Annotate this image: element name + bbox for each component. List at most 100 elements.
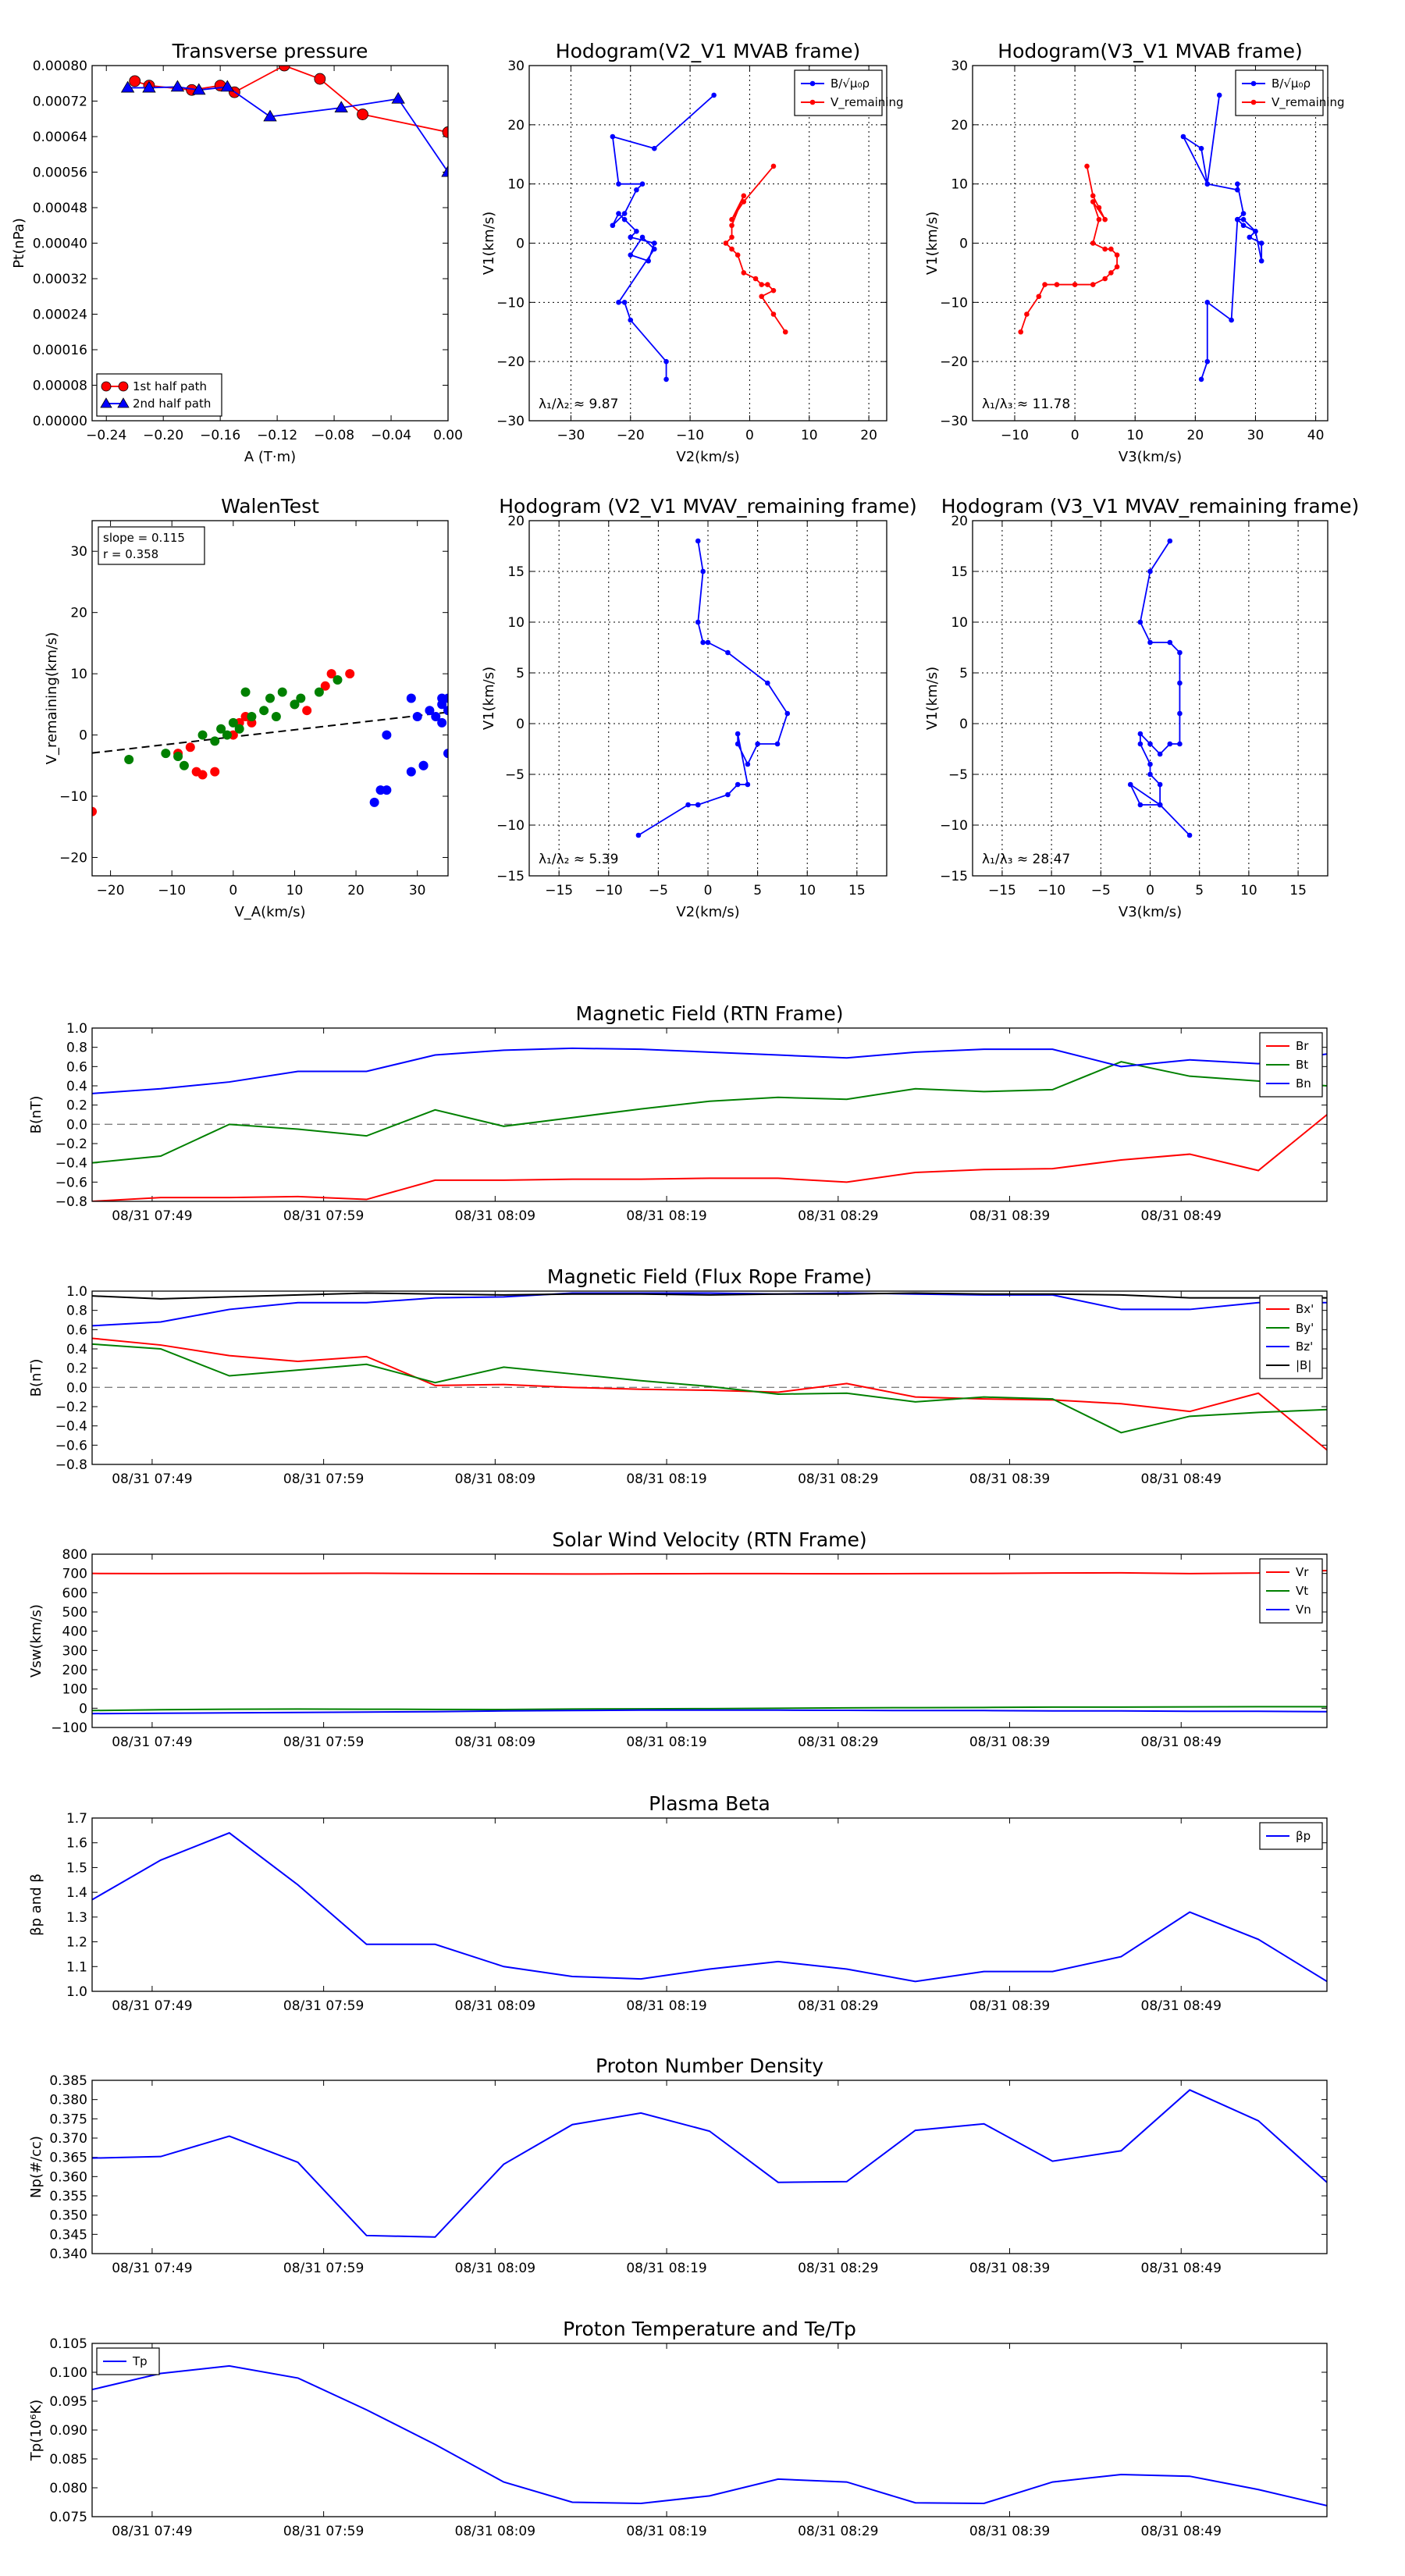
data-point <box>192 83 206 95</box>
plot-area <box>92 669 448 817</box>
data-point <box>277 687 287 697</box>
data-point <box>705 639 711 646</box>
chart-mag_rtn: Magnetic Field (RTN Frame) −0.8 −0.6 −0.4 −0… <box>28 1002 1328 1224</box>
data-point <box>228 717 238 728</box>
plot-area <box>92 1047 1327 1201</box>
y-tick-label: 1.3 <box>66 1910 87 1926</box>
data-point <box>1147 741 1153 747</box>
data-point <box>1247 234 1253 240</box>
data-point <box>197 770 208 780</box>
chart-hodo_v3_mvav: Hodogram (V3_V1 MVAV_remaining frame) −15… <box>924 495 1359 920</box>
data-point <box>443 749 448 759</box>
data-point <box>406 767 416 777</box>
data-point <box>120 80 135 93</box>
series-line-1 <box>724 165 786 333</box>
chart-hodo_v3_mvab: Hodogram(V3_V1 MVAB frame) −30 −20 −10 0 10 20… <box>924 40 1345 465</box>
y-tick-label: 500 <box>62 1605 87 1621</box>
x-tick-label: −0.20 <box>143 428 183 443</box>
legend-label: Vr <box>1296 1565 1309 1579</box>
chart-hodo_v2_mvav: Hodogram (V2_V1 MVAV_remaining frame) −15… <box>481 495 917 920</box>
data-point <box>290 699 300 710</box>
y-axis-label: B(nT) <box>28 1359 44 1397</box>
chart-title: Transverse pressure <box>172 40 368 62</box>
y-axis-label: V1(km/s) <box>924 667 941 730</box>
data-point <box>1137 731 1144 737</box>
y-tick-label: −100 <box>51 1720 87 1736</box>
data-point <box>369 797 379 807</box>
data-point <box>1090 282 1096 287</box>
chart-walen: WalenTest −20 −10 0 10 20 30 −20 −10 0 10 20 30 V_A(k… <box>44 495 449 920</box>
data-point <box>222 730 232 740</box>
y-tick-label: 0 <box>959 237 968 252</box>
data-point <box>437 717 447 728</box>
data-point <box>220 80 234 92</box>
x-tick-label: −10 <box>158 883 186 898</box>
data-point <box>639 181 646 187</box>
data-point <box>635 832 642 838</box>
y-tick-label: 0.350 <box>49 2208 87 2224</box>
series-line-2 <box>92 1709 1327 1715</box>
x-tick-label: 08/31 08:39 <box>969 2261 1050 2276</box>
chart-title: Hodogram (V2_V1 MVAV_remaining frame) <box>499 495 917 518</box>
data-point <box>700 639 706 646</box>
data-point <box>326 669 336 679</box>
data-point <box>782 329 788 335</box>
data-point <box>124 754 134 764</box>
axes-frame <box>91 2080 1328 2254</box>
data-point <box>634 187 639 193</box>
data-point <box>425 706 435 716</box>
x-tick-label: 08/31 08:39 <box>969 1471 1050 1487</box>
plot-area <box>120 66 448 177</box>
y-tick-label: 0.095 <box>49 2394 87 2410</box>
y-tick-label: 0.360 <box>49 2169 87 2185</box>
legend-label: By' <box>1296 1321 1314 1335</box>
axes-frame <box>91 2343 1328 2517</box>
legend-label: Bt <box>1296 1058 1308 1072</box>
plot-area <box>92 2089 1327 2238</box>
data-point <box>179 760 189 770</box>
legend-label: V_remaining <box>1272 95 1345 110</box>
data-point <box>278 66 290 72</box>
x-tick-label: 08/31 07:49 <box>112 2261 192 2276</box>
data-point <box>296 693 306 703</box>
data-point <box>92 806 97 817</box>
chart-tp: Proton Temperature and Te/Tp 0.075 0.080 0.… <box>28 2318 1328 2539</box>
data-point <box>1114 264 1120 270</box>
x-tick-label: 08/31 08:49 <box>1141 2524 1222 2539</box>
x-axis-label: V2(km/s) <box>676 904 739 920</box>
data-point <box>1240 211 1247 216</box>
data-point <box>1204 358 1211 365</box>
y-axis-label: Pt(nPa) <box>11 218 27 268</box>
data-point <box>735 731 741 737</box>
x-tick-label: 08/31 08:49 <box>1141 1735 1222 1750</box>
legend-label: Vn <box>1296 1603 1311 1617</box>
y-tick-label: −10 <box>940 295 968 311</box>
y-tick-label: 0.00000 <box>33 414 87 429</box>
axes-frame <box>972 65 1329 422</box>
x-tick-label: 08/31 08:19 <box>626 2261 706 2276</box>
eigen-ratio: λ₁/λ₃ ≈ 11.78 <box>982 397 1070 412</box>
x-tick-label: −0.08 <box>314 428 354 443</box>
data-point <box>1157 751 1163 757</box>
data-point <box>700 568 706 575</box>
x-tick-label: 08/31 08:09 <box>455 2524 535 2539</box>
chart-mag_fr: Magnetic Field (Flux Rope Frame) −0.8 −0.6… <box>28 1265 1328 1487</box>
x-tick-label: 10 <box>1126 428 1144 443</box>
eigen-ratio: λ₁/λ₂ ≈ 5.39 <box>539 852 618 867</box>
data-point <box>170 80 185 92</box>
data-point <box>1042 282 1048 287</box>
x-tick-label: −10 <box>595 883 623 898</box>
legend-label: B/√μ₀ρ <box>1272 76 1311 91</box>
data-point <box>729 246 735 252</box>
data-point <box>1240 216 1247 222</box>
data-point <box>271 712 281 722</box>
legend: Bx' By' Bz' |B| <box>1259 1295 1323 1379</box>
data-point <box>1198 376 1204 382</box>
y-tick-label: 0 <box>959 717 968 732</box>
chart-title: Hodogram(V3_V1 MVAB frame) <box>998 40 1302 62</box>
y-tick-label: 0.090 <box>49 2423 87 2439</box>
y-tick-label: 0.00024 <box>33 308 87 323</box>
data-point <box>652 246 657 252</box>
y-tick-label: 200 <box>62 1663 87 1678</box>
series-line-0 <box>92 1337 1327 1451</box>
